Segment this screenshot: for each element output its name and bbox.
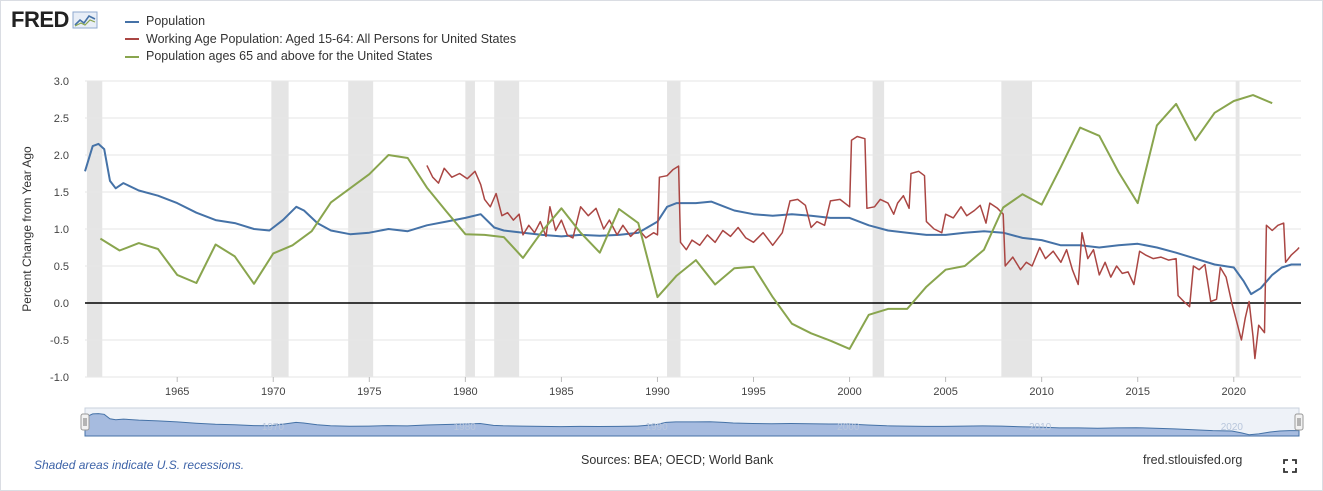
x-tick-label: 1965 xyxy=(165,386,189,398)
y-tick-label: 0.0 xyxy=(54,298,69,310)
legend-swatch xyxy=(125,55,139,58)
y-axis-label: Percent Change from Year Ago xyxy=(20,146,34,312)
x-tick-label: 2000 xyxy=(837,386,861,398)
x-tick-label: 2020 xyxy=(1222,386,1246,398)
y-tick-label: 2.0 xyxy=(54,150,69,162)
legend-item[interactable]: Population xyxy=(125,13,516,31)
legend-swatch xyxy=(125,38,139,41)
legend-swatch xyxy=(125,20,139,23)
y-tick-label: 3.0 xyxy=(54,76,69,88)
chart-plot: -1.0 -0.5 0.0 0.5 1.0 1.5 2.0 2.5 3.0 1965 1970 197… xyxy=(20,76,1301,398)
fred-logo-text: FRED xyxy=(11,7,69,32)
x-tick-label: 1980 xyxy=(453,386,477,398)
x-tick-label: 1985 xyxy=(549,386,573,398)
x-tick-label: 1990 xyxy=(645,386,669,398)
navigator-tick-label: 1970 xyxy=(262,422,285,433)
y-tick-label: 1.5 xyxy=(54,187,69,199)
legend-item[interactable]: Population ages 65 and above for the Uni… xyxy=(125,48,516,66)
navigator-series xyxy=(84,413,1300,437)
x-tick-label: 2005 xyxy=(933,386,957,398)
range-navigator[interactable]: 1970 1980 1990 2000 2010 2020 xyxy=(1,406,1322,441)
navigator-handle-left[interactable] xyxy=(80,413,90,431)
y-tick-label: 2.5 xyxy=(54,113,69,125)
fred-url-link[interactable]: fred.stlouisfed.org xyxy=(1143,453,1243,467)
legend-item[interactable]: Working Age Population: Aged 15-64: All … xyxy=(125,31,516,49)
sources-text: Sources: BEA; OECD; World Bank xyxy=(581,453,774,467)
x-tick-label: 1995 xyxy=(741,386,765,398)
navigator-handle-right[interactable] xyxy=(1294,413,1304,431)
y-tick-label: 0.5 xyxy=(54,261,69,273)
legend-label: Population xyxy=(146,14,206,28)
y-tick-label: -0.5 xyxy=(50,335,69,347)
chart-legend: Population Working Age Population: Aged 1… xyxy=(125,13,516,66)
navigator-tick-label: 1990 xyxy=(645,422,668,433)
x-tick-label: 2010 xyxy=(1029,386,1053,398)
legend-label: Population ages 65 and above for the Uni… xyxy=(146,49,433,63)
x-tick-label: 1970 xyxy=(261,386,285,398)
chart-logo-icon xyxy=(72,11,98,29)
series-line-0[interactable] xyxy=(84,142,1301,296)
x-tick-label: 2015 xyxy=(1125,386,1149,398)
y-tick-label: 1.0 xyxy=(54,224,69,236)
series-line-2[interactable] xyxy=(99,94,1273,350)
navigator-tick-label: 2020 xyxy=(1221,422,1244,433)
legend-label: Working Age Population: Aged 15-64: All … xyxy=(146,31,517,46)
y-tick-label: -1.0 xyxy=(50,372,69,384)
series-line-1[interactable] xyxy=(426,135,1300,360)
navigator-tick-label: 1980 xyxy=(454,422,477,433)
fullscreen-icon[interactable] xyxy=(1283,459,1297,473)
fred-logo[interactable]: FRED xyxy=(11,7,98,32)
navigator-tick-label: 2010 xyxy=(1029,422,1052,433)
navigator-tick-label: 2000 xyxy=(837,422,860,433)
x-tick-label: 1975 xyxy=(357,386,381,398)
recession-note: Shaded areas indicate U.S. recessions. xyxy=(34,458,245,472)
